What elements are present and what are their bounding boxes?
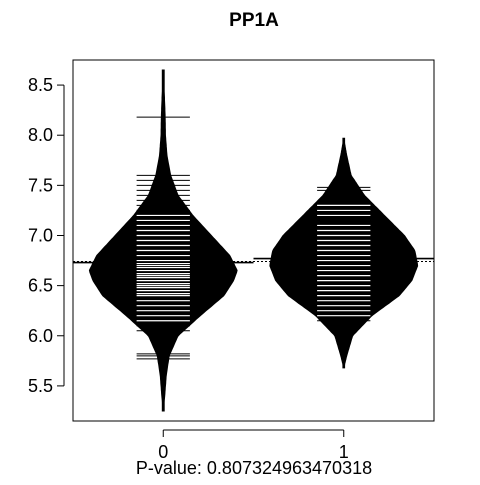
- y-tick-label: 8.0: [28, 125, 53, 145]
- y-tick-label: 6.5: [28, 276, 53, 296]
- y-tick-label: 6.0: [28, 326, 53, 346]
- y-axis: 5.5 6.0 6.5 7.0 7.5 8.0 8.5: [28, 75, 65, 396]
- plot-frame: [72, 59, 435, 422]
- bean-group: [73, 69, 254, 412]
- chart-title: PP1A: [229, 10, 279, 31]
- y-tick-label: 8.5: [28, 75, 53, 95]
- beans: [73, 69, 434, 412]
- y-tick-label: 7.5: [28, 175, 53, 195]
- bean-density-shape: [269, 137, 419, 369]
- x-tick-label: 1: [339, 442, 349, 462]
- y-tick-label: 7.0: [28, 225, 53, 245]
- y-tick-label: 5.5: [28, 376, 53, 396]
- x-tick-label: 0: [158, 442, 168, 462]
- bean-group: [253, 137, 434, 369]
- x-axis-label: P-value: 0.807324963470318: [136, 458, 372, 478]
